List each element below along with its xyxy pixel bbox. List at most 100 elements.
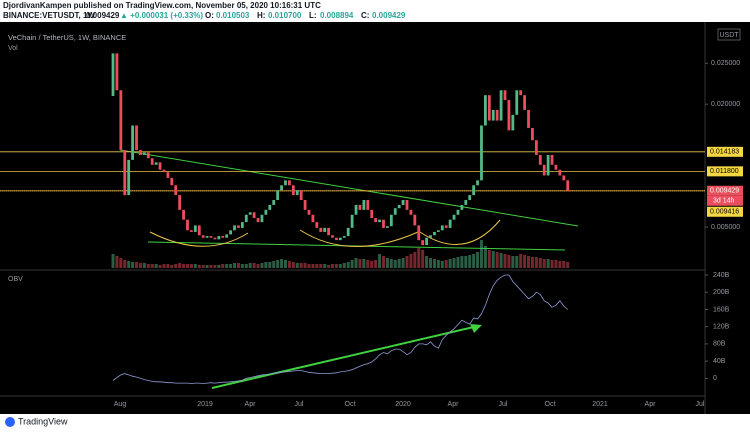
y-tick-label: 0.020000 (711, 101, 740, 108)
candle-body (417, 225, 421, 241)
volume-bar (397, 259, 401, 268)
volume-bar (440, 261, 444, 268)
candle-body (382, 219, 385, 228)
volume-bar (362, 259, 366, 268)
volume-bar (468, 255, 472, 268)
countdown: 3d 14h (713, 198, 735, 205)
volume-bar (154, 264, 158, 268)
volume-bar (530, 257, 534, 268)
volume-bar (272, 261, 276, 268)
arc (149, 231, 249, 247)
level-label-bg (707, 166, 743, 177)
y-tick-label: 0.025000 (711, 60, 740, 67)
arrow-head (470, 324, 482, 333)
ohlc-value: 0.010700 (268, 11, 302, 20)
candle-body (115, 53, 119, 91)
volume-bar (225, 264, 229, 268)
volume-bar (131, 262, 135, 268)
candle-body (190, 230, 193, 232)
ohlc-label: L: (309, 11, 317, 20)
candle-body (538, 154, 542, 165)
volume-bar (413, 252, 417, 268)
candle-body (272, 200, 276, 205)
volume-bar (205, 265, 209, 268)
volume-bar (389, 259, 393, 268)
volume-bar (354, 258, 358, 268)
chart-background (0, 22, 750, 414)
volume-bar (562, 261, 566, 268)
volume-bar (554, 260, 558, 268)
candle-body (534, 140, 538, 155)
candle-body (550, 154, 554, 165)
candle-body (237, 225, 240, 228)
chart-title: VeChain / TetherUS, 1W, BINANCE (8, 33, 126, 42)
volume-bar (346, 262, 350, 268)
ohlc-label: C: (361, 11, 369, 20)
candle-body (170, 177, 174, 186)
candle-body (248, 212, 252, 215)
candle-body (233, 225, 236, 231)
price-label: 0.009429 (710, 188, 739, 195)
level-label: 0.011800 (710, 168, 739, 175)
volume-bar (185, 264, 189, 268)
footer (0, 414, 750, 431)
volume-bar (311, 264, 315, 268)
volume-bar (381, 256, 385, 268)
volume-bar (248, 263, 252, 268)
ohlc-value: 0.010503 (216, 11, 250, 20)
candle-body (174, 185, 178, 196)
candle-body (566, 180, 570, 191)
trend-line (119, 149, 579, 227)
candle-body (511, 114, 515, 131)
candle-body (186, 219, 189, 231)
x-tick-label: Apr (645, 401, 657, 408)
volume-bar (323, 264, 327, 268)
candle-body (397, 204, 401, 209)
y-tick-label: 80B (713, 341, 726, 348)
volume-bar (393, 260, 397, 268)
volume-bar (558, 261, 562, 268)
candle-body (229, 230, 232, 235)
volume-bar (244, 264, 248, 268)
volume-bar (476, 252, 480, 268)
candle-body (425, 237, 428, 246)
volume-bar (260, 263, 264, 268)
candle-body (131, 125, 134, 160)
ohlc-value: 0.008894 (320, 11, 354, 20)
x-tick-label: 2020 (395, 401, 411, 408)
arc (419, 219, 501, 245)
candle-body (480, 125, 483, 181)
x-tick-label: 2019 (197, 401, 213, 408)
candle-body (499, 90, 503, 121)
y-tick-label: 240B (713, 272, 730, 279)
level-label: 0.009416 (710, 209, 739, 216)
volume-bar (409, 254, 413, 268)
volume-bar (534, 257, 538, 268)
volume-bar (401, 258, 405, 268)
candle-body (487, 95, 491, 121)
candle-body (374, 218, 378, 223)
candle-body (244, 214, 248, 223)
candle-body (358, 204, 362, 210)
arc (299, 229, 419, 247)
volume-bar (127, 261, 131, 268)
candle-body (527, 109, 530, 128)
volume-bar (119, 258, 123, 268)
volume-bar (162, 264, 166, 268)
x-tick-label: Apr (245, 401, 257, 408)
volume-bar (276, 260, 280, 268)
volume-bar (460, 256, 464, 268)
candle-body (111, 53, 115, 96)
candle-body (558, 169, 562, 176)
volume-bar (421, 250, 425, 268)
volume-bar (201, 265, 205, 268)
candle-body (519, 90, 523, 96)
volume-bar (189, 264, 193, 268)
volume-bar (550, 260, 554, 268)
support-line (147, 241, 566, 251)
candle-body (515, 90, 519, 115)
volume-bar (182, 264, 186, 268)
volume-bar (334, 264, 338, 268)
volume-bar (405, 256, 409, 268)
volume-bar (342, 263, 346, 268)
